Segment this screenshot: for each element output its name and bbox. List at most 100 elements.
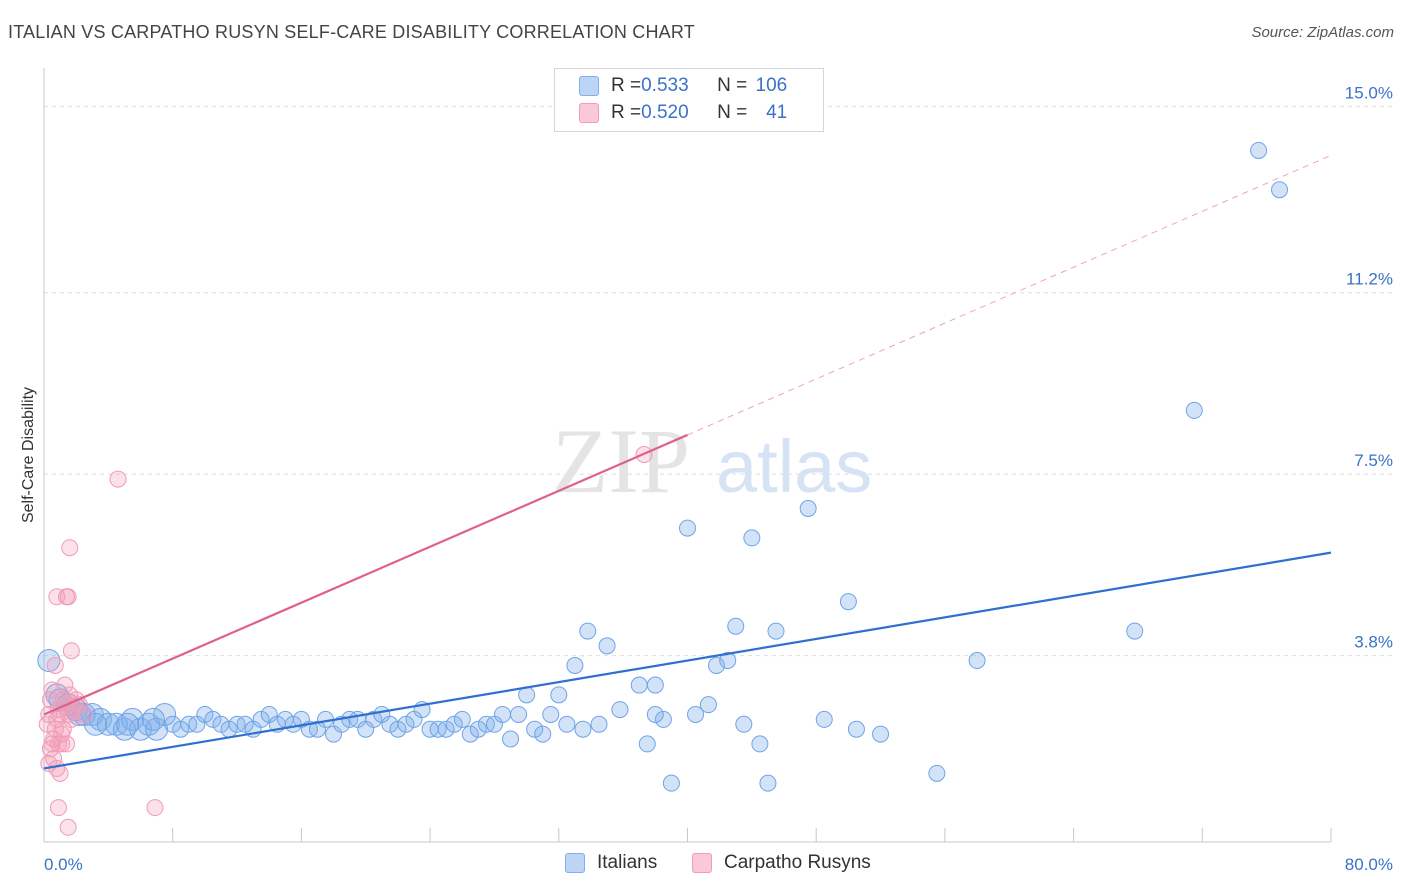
legend-r-label: R = <box>611 102 642 123</box>
rusyn-point <box>43 735 61 753</box>
italian-point <box>141 707 165 731</box>
italian-point <box>145 717 169 741</box>
legend-n-value: 106 <box>755 75 788 96</box>
italians-swatch <box>565 853 585 873</box>
legend-item-rusyns: Carpatho Rusyns <box>692 852 871 874</box>
source-credit: Source: ZipAtlas.com <box>1251 24 1394 41</box>
y-tick-label: 15.0% <box>1345 83 1393 102</box>
italian-point <box>847 720 865 738</box>
legend-label-rusyns: Carpatho Rusyns <box>724 852 871 873</box>
italian-point <box>389 720 407 738</box>
watermark-atlas: atlas <box>716 425 872 508</box>
italian-point <box>437 720 455 738</box>
series-legend: Italians Carpatho Rusyns <box>0 852 1406 876</box>
italian-point <box>1185 401 1203 419</box>
italian-point <box>510 705 528 723</box>
italians-swatch <box>579 76 599 96</box>
italian-point <box>542 705 560 723</box>
watermark-zip: ZIP <box>552 410 690 512</box>
italians-points <box>37 141 1289 792</box>
rusyn-point <box>109 470 127 488</box>
legend-n-value: 41 <box>766 102 788 123</box>
italian-point <box>236 715 254 733</box>
italian-point <box>172 720 190 738</box>
x-tick-label: 80.0% <box>1345 855 1393 874</box>
rusyns-swatch <box>579 103 599 123</box>
italian-point <box>1250 141 1268 159</box>
axes <box>43 68 1332 843</box>
italian-point <box>526 720 544 738</box>
italian-point <box>453 710 471 728</box>
italian-point <box>590 715 608 733</box>
x-tick-label: 0.0% <box>44 855 83 874</box>
rusyn-point <box>146 799 164 817</box>
italian-point <box>743 529 761 547</box>
italian-point <box>687 705 705 723</box>
italian-point <box>461 725 479 743</box>
trend-lines <box>43 154 1332 770</box>
legend-r-label: R = <box>611 75 642 96</box>
italian-point <box>799 499 817 517</box>
rusyn-point <box>54 720 72 738</box>
rusyn-point <box>48 588 66 606</box>
italian-point <box>534 725 552 743</box>
rusyns-swatch <box>692 853 712 873</box>
tick-labels: 3.8% 7.5% 11.2% 15.0% 0.0% 80.0% <box>44 83 1393 874</box>
legend-r-value: 0.533 <box>641 75 689 96</box>
italian-point <box>196 705 214 723</box>
rusyn-point <box>49 799 67 817</box>
italian-point <box>815 710 833 728</box>
italian-point <box>493 705 511 723</box>
italian-point <box>707 656 725 674</box>
italian-point <box>611 701 629 719</box>
italian-point <box>679 519 696 537</box>
italian-point <box>574 720 592 738</box>
rusyns-trend-line <box>687 154 1332 436</box>
rusyn-point <box>53 735 71 753</box>
italian-point <box>204 710 222 728</box>
legend-label-italians: Italians <box>597 852 658 873</box>
italian-point <box>502 730 520 748</box>
italian-point <box>469 720 487 738</box>
italian-point <box>928 764 946 782</box>
italian-point <box>558 715 576 733</box>
rusyn-point <box>75 705 93 723</box>
italian-point <box>699 696 717 714</box>
rusyn-point <box>43 681 61 699</box>
italian-point <box>735 715 753 733</box>
italian-point <box>662 774 680 792</box>
gridlines <box>44 105 1392 657</box>
italian-point <box>365 710 383 728</box>
rusyn-point <box>40 755 58 773</box>
y-tick-label: 3.8% <box>1354 633 1393 652</box>
italian-point <box>550 686 568 704</box>
legend-row-rusyns: R = 0.520 N = 41 <box>579 102 787 124</box>
rusyn-point <box>46 656 64 674</box>
legend-row-italians: R = 0.533 N = 106 <box>579 75 787 97</box>
y-tick-label: 11.2% <box>1346 270 1393 289</box>
italian-point <box>638 735 656 753</box>
italian-point <box>598 637 616 655</box>
legend-n-label: N = <box>717 102 748 123</box>
italian-point <box>252 710 270 728</box>
italian-point <box>839 593 857 611</box>
italian-point <box>727 617 745 635</box>
rusyn-point <box>61 539 79 557</box>
italian-point <box>445 715 463 733</box>
rusyns-points <box>38 446 653 836</box>
rusyns-trend-line <box>43 433 688 716</box>
legend-item-italians: Italians <box>565 852 657 874</box>
italian-point <box>630 676 648 694</box>
y-tick-label: 7.5% <box>1354 451 1393 470</box>
italian-point <box>872 725 890 743</box>
legend-r-value: 0.520 <box>641 102 689 123</box>
italian-point <box>968 652 986 670</box>
rusyn-point <box>59 818 77 836</box>
italian-point <box>397 715 415 733</box>
stats-legend: R = 0.533 N = 106 R = 0.520 N = 41 <box>554 68 824 132</box>
italian-point <box>751 735 769 753</box>
italian-point <box>83 712 107 736</box>
y-axis-label: Self-Care Disability <box>20 386 37 524</box>
italian-point <box>646 676 664 694</box>
